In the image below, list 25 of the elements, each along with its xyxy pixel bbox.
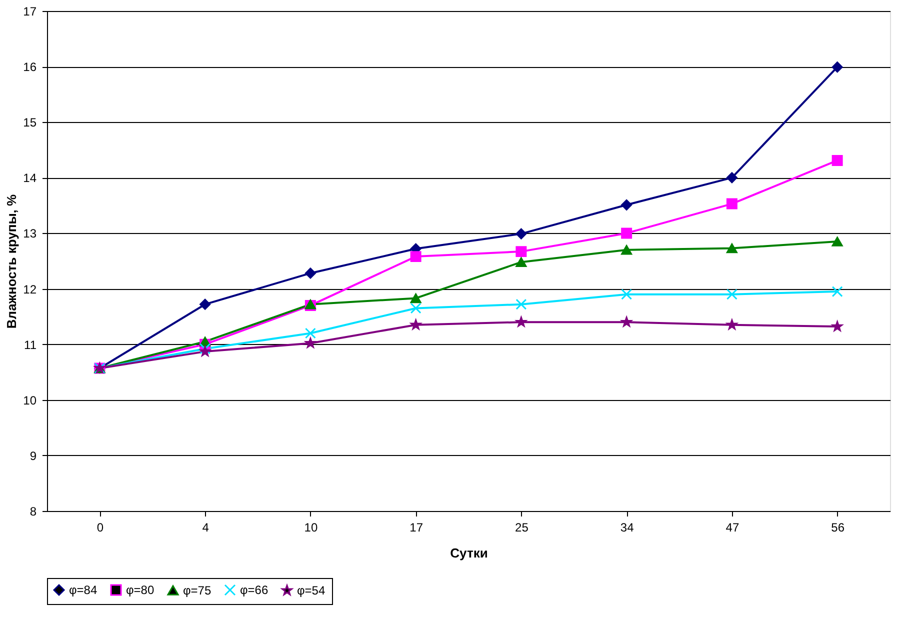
- y-tick-label: 14: [23, 171, 37, 186]
- y-tick-label: 13: [23, 226, 37, 241]
- y-tick-label: 11: [24, 338, 37, 352]
- legend-label: φ=80: [126, 583, 154, 597]
- legend-label: φ=84: [69, 583, 98, 597]
- y-tick-label: 16: [23, 60, 37, 74]
- x-tick-label: 0: [96, 520, 104, 534]
- y-tick-label: 8: [30, 504, 37, 518]
- y-axis-title: Влажность крупы, %: [4, 194, 20, 329]
- x-tick-label: 25: [515, 520, 529, 534]
- y-tick-label: 12: [23, 282, 37, 296]
- legend-label: φ=75: [183, 583, 212, 598]
- y-tick-label: 15: [23, 116, 37, 130]
- legend-label: φ=54: [297, 583, 326, 598]
- x-tick-label: 10: [304, 520, 318, 534]
- x-tick-label: 17: [410, 520, 424, 534]
- x-tick-label: 34: [620, 520, 634, 534]
- y-tick-label: 9: [30, 448, 37, 463]
- x-tick-label: 56: [831, 520, 845, 534]
- x-tick-label: 47: [726, 520, 740, 534]
- x-axis-title: Сутки: [450, 546, 488, 560]
- legend-label: φ=66: [240, 583, 268, 597]
- y-tick-label: 17: [23, 4, 37, 18]
- x-tick-label: 4: [202, 520, 210, 534]
- y-tick-label: 10: [23, 393, 37, 408]
